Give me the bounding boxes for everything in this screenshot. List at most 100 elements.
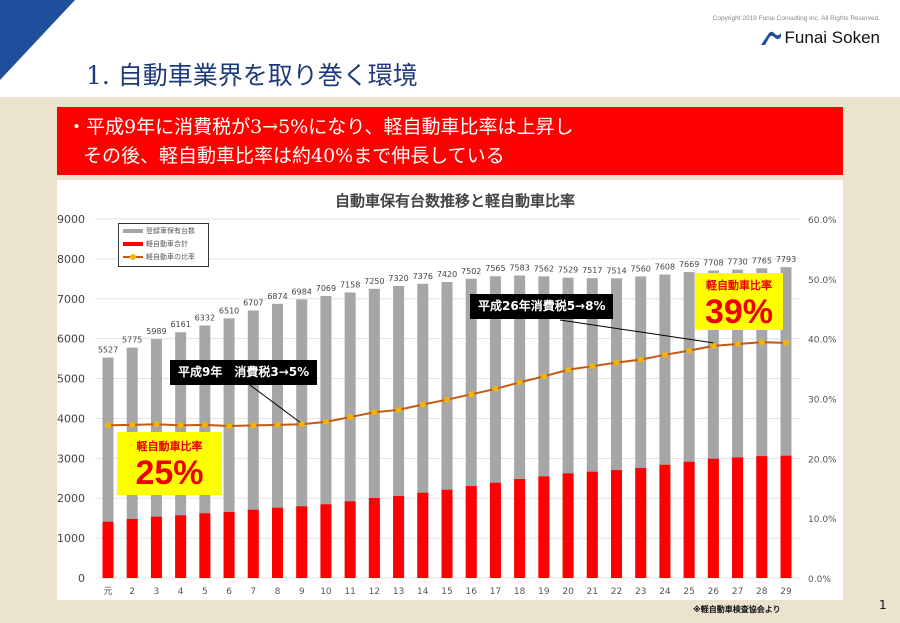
data-label-total: 7669 [679, 260, 699, 269]
bar-total [756, 268, 768, 578]
data-label-total: 7562 [534, 264, 554, 273]
data-label-total: 7560 [631, 264, 651, 273]
ratio-point [153, 421, 160, 428]
bar-kei [465, 486, 477, 578]
data-label-total: 7583 [509, 264, 529, 273]
y-tick-label: 9000 [57, 213, 85, 226]
data-label-total: 7765 [752, 256, 772, 265]
bar-total [780, 267, 792, 578]
chart-title: 自動車保有台数推移と軽自動車比率 [335, 192, 575, 210]
x-tick-label: 28 [756, 587, 768, 597]
bar-total [102, 357, 114, 578]
bar-total [683, 272, 695, 578]
ratio-point [419, 401, 426, 408]
legend-swatch-line [123, 253, 143, 260]
data-label-total: 6510 [219, 306, 239, 315]
y-tick-label: 3000 [57, 452, 85, 465]
x-tick-label: 7 [250, 587, 256, 597]
bar-kei [489, 482, 501, 578]
bar-total [296, 299, 308, 578]
x-tick-label: 5 [202, 587, 208, 597]
x-tick-label: 9 [299, 587, 305, 597]
data-label-total: 7708 [703, 259, 723, 268]
ratio-label: 軽自動車比率 [706, 279, 772, 292]
legend-swatch-gray [123, 228, 143, 233]
y-tick-label: 5000 [57, 373, 85, 386]
ratio-point [516, 379, 523, 386]
bar-kei [368, 498, 380, 578]
bar-kei [732, 457, 744, 578]
y2-tick-label: 10.0% [808, 515, 837, 525]
bar-kei [611, 470, 622, 578]
bar-kei [586, 471, 598, 578]
bar-kei [296, 506, 308, 578]
ratio-value: 39% [704, 293, 774, 331]
x-tick-label: 26 [708, 587, 720, 597]
legend-item-registered: 登録車保有台数 [119, 224, 208, 237]
x-tick-label: 13 [393, 587, 404, 597]
legend-label: 軽自動車合計 [146, 239, 188, 248]
ratio-point [710, 342, 717, 349]
ratio-point [468, 391, 475, 398]
ratio-point [371, 409, 378, 416]
bar-kei [126, 518, 138, 578]
data-label-total: 7608 [655, 263, 675, 272]
callout-tax-2014: 平成26年消費税5→8% [470, 294, 614, 319]
x-tick-label: 4 [178, 587, 184, 597]
x-tick-label: 3 [154, 587, 160, 597]
y-tick-label: 4000 [57, 412, 85, 425]
ratio-point [783, 339, 789, 346]
x-tick-label: 2 [129, 587, 135, 597]
bar-kei [272, 507, 283, 578]
data-label-total: 6984 [292, 287, 312, 296]
bar-kei [707, 458, 719, 578]
bar-kei [780, 455, 792, 578]
data-label-total: 6332 [195, 313, 215, 322]
ratio-point [734, 341, 741, 348]
data-label-total: 6707 [243, 298, 263, 307]
bar-total [707, 270, 719, 578]
ratio-point [322, 418, 329, 425]
x-tick-label: 15 [441, 587, 452, 597]
ratio-point [226, 423, 233, 430]
x-tick-label: 20 [562, 587, 574, 597]
data-label-total: 7502 [461, 267, 481, 276]
slide-header: 1. 自動車業界を取り巻く環境 Copyright 2019 Funai Con… [0, 0, 900, 97]
bar-total [586, 278, 598, 578]
x-tick-label: 11 [344, 587, 355, 597]
data-label-total: 7529 [558, 266, 578, 275]
data-label-total: 5527 [98, 346, 118, 355]
data-label-total: 6874 [267, 292, 287, 301]
ratio-value: 25% [135, 454, 204, 492]
bar-total [611, 278, 622, 578]
ratio-point [492, 385, 499, 392]
ratio-point [565, 366, 572, 373]
legend-label: 登録車保有台数 [146, 226, 195, 235]
data-label-total: 6161 [170, 320, 190, 329]
y2-tick-label: 30.0% [808, 396, 837, 406]
bar-kei [102, 521, 114, 578]
bar-total [562, 277, 574, 578]
ratio-point [105, 422, 111, 429]
ratio-point [540, 373, 547, 380]
data-label-total: 7514 [606, 266, 626, 275]
bar-kei [441, 489, 453, 578]
ratio-label: 軽自動車比率 [136, 440, 203, 453]
data-label-total: 7730 [727, 258, 747, 267]
bar-kei [417, 492, 429, 578]
bar-total [441, 282, 453, 578]
ratio-highlight-39: 軽自動車比率 39% [695, 273, 783, 331]
summary-banner: ・平成9年に消費税が3→5%になり、軽自動車比率は上昇し その後、軽自動車比率は… [57, 107, 843, 175]
ratio-point [274, 421, 281, 428]
bar-kei [514, 479, 526, 578]
data-label-total: 7793 [776, 255, 796, 264]
y-tick-label: 0 [78, 572, 85, 585]
y-tick-label: 6000 [57, 333, 85, 346]
x-tick-label: 元 [103, 587, 112, 597]
x-tick-label: 12 [369, 587, 380, 597]
ratio-point [589, 363, 596, 370]
corner-triangle-decoration [0, 0, 75, 80]
bar-total [732, 269, 744, 578]
x-tick-label: 17 [490, 587, 501, 597]
